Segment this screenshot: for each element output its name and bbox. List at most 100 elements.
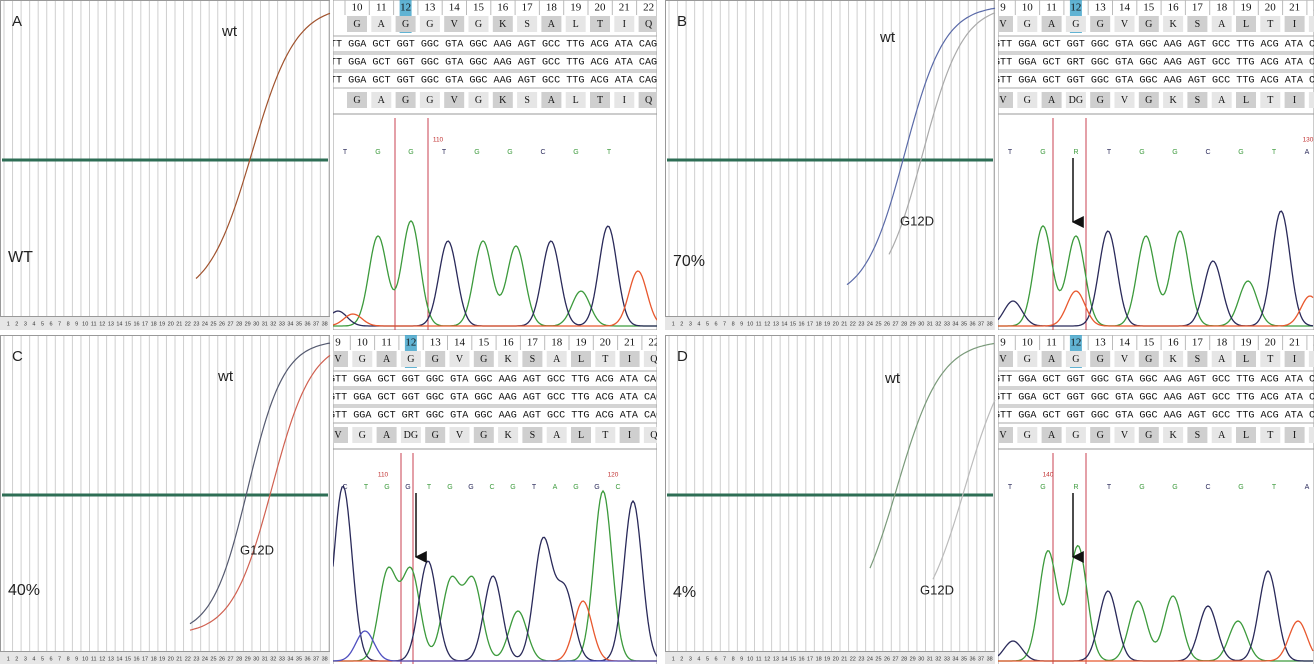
cycle-label: 22 [850, 656, 856, 662]
cycle-label: 22 [185, 321, 191, 327]
cycle-label: 28 [901, 656, 907, 662]
cycle-label: 4 [697, 656, 700, 662]
sample-label: 4% [673, 584, 696, 601]
cycle-label: 22 [850, 321, 856, 327]
cycle-label: 1 [672, 656, 675, 662]
codon-number: 16 [503, 337, 514, 349]
dna-sequence: GTT GGA GCT GRT GGC GTA GGC AAG AGT GCC … [329, 411, 662, 422]
cycle-label: 28 [236, 321, 242, 327]
chromatogram: CTGGTGGCGTAGGC110120 [333, 449, 657, 664]
cycle-label: 21 [176, 321, 182, 327]
codon-number: 19 [570, 2, 582, 14]
amino-acid: DG [404, 430, 418, 441]
codon-number: 19 [1241, 337, 1253, 349]
amino-acid: A [1218, 430, 1226, 441]
amino-acid: A [1048, 95, 1056, 106]
codon-number: 13 [430, 337, 442, 349]
cycle-label: 37 [978, 321, 984, 327]
amino-acid: G [353, 19, 360, 30]
cycle-label: 18 [816, 321, 822, 327]
base-call: T [1008, 149, 1013, 156]
cycle-label: 30 [253, 656, 259, 662]
base-call: G [447, 484, 452, 491]
amino-acid: G [426, 19, 433, 30]
cycle-label: 5 [706, 321, 709, 327]
dna-sequence: GTT GGA GCT GGT GGC GTA GGC AAG AGT GCC … [994, 393, 1314, 404]
amino-acid: I [1293, 95, 1296, 106]
amino-acid: G [1145, 95, 1152, 106]
base-call: G [1172, 484, 1177, 491]
amino-acid: S [1195, 95, 1201, 106]
amino-box [1309, 16, 1314, 32]
amino-acid: S [524, 95, 530, 106]
cycle-label: 5 [706, 656, 709, 662]
base-call: G [594, 484, 599, 491]
codon-number: 10 [352, 2, 364, 14]
cycle-label: 8 [67, 656, 70, 662]
cycle-label: 27 [893, 656, 899, 662]
cycle-label: 10 [747, 321, 753, 327]
base-call: C [489, 484, 494, 491]
cycle-label: 24 [202, 321, 208, 327]
amino-acid: S [1195, 430, 1201, 441]
panel-letter: A [12, 13, 22, 30]
mutant-label: G12D [900, 213, 934, 228]
cycle-label: 13 [773, 656, 779, 662]
wt-label: wt [217, 368, 234, 385]
codon-number: 14 [1119, 337, 1131, 349]
cycle-label: 30 [253, 321, 259, 327]
codon-number: 12 [405, 337, 416, 349]
cycle-label: 27 [228, 321, 234, 327]
amino-acid: A [1218, 95, 1226, 106]
wt-label: wt [884, 370, 901, 387]
cycle-label: 24 [867, 321, 873, 327]
cycle-label: 38 [322, 321, 328, 327]
cycle-label: 23 [858, 656, 864, 662]
codon-number: 11 [381, 337, 392, 349]
codon-number: 11 [1046, 337, 1057, 349]
amino-acid: T [1267, 354, 1273, 365]
cycle-label: 7 [723, 321, 726, 327]
codon-number: 18 [546, 2, 558, 14]
amino-acid: V [451, 19, 459, 30]
cycle-label: 20 [833, 321, 839, 327]
codon-number: 17 [1192, 2, 1204, 14]
codon-number: 20 [1265, 337, 1277, 349]
amino-acid: K [504, 430, 512, 441]
cycle-label: 29 [245, 321, 251, 327]
codon-number: 17 [527, 337, 539, 349]
cycle-label: 19 [824, 321, 830, 327]
amino-acid: G [402, 19, 409, 30]
cycle-label: 3 [689, 656, 692, 662]
panel-letter: B [677, 13, 687, 30]
cycle-label: 27 [893, 321, 899, 327]
base-call: G [573, 484, 578, 491]
cycle-label: 19 [159, 656, 165, 662]
amino-acid: T [602, 430, 608, 441]
cycle-label: 37 [978, 656, 984, 662]
amino-acid: G [475, 95, 482, 106]
codon-number: 21 [624, 337, 635, 349]
cycle-label: 25 [210, 321, 216, 327]
codon-number: 15 [1143, 2, 1155, 14]
cycle-label: 24 [867, 656, 873, 662]
cycle-label: 31 [927, 321, 933, 327]
codon-number: 17 [1192, 337, 1204, 349]
sample-label: WT [8, 249, 33, 266]
amino-acid: V [1121, 430, 1129, 441]
amino-acid: L [573, 19, 579, 30]
panel: 1234567891011121314151617181920212223242… [0, 335, 666, 664]
cycle-label: 15 [790, 321, 796, 327]
dna-sequence: TT GGA GCT GGT GGC GTA GGC AAG AGT GCC T… [330, 76, 657, 87]
amino-acid: L [578, 430, 584, 441]
cycle-label: 9 [75, 656, 78, 662]
chromatogram-frame [333, 114, 657, 330]
amino-acid: T [597, 95, 603, 106]
cycle-label: 10 [82, 321, 88, 327]
amino-acid: G [480, 354, 487, 365]
amino-acid: G [1097, 19, 1104, 30]
